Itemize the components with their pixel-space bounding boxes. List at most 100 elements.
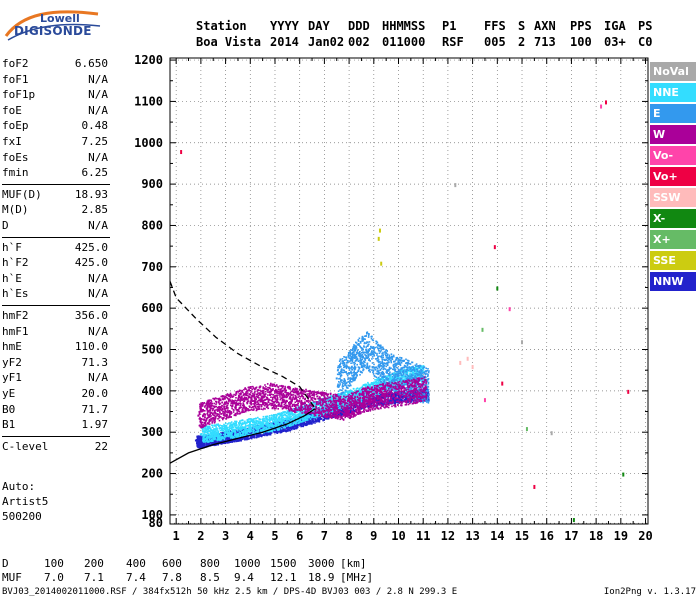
echo-trace [211,441,214,443]
echo-trace [251,435,253,438]
echo-trace [214,439,217,442]
echo-trace [245,428,248,430]
param-name: yE [2,387,16,400]
param-row: h`E N/A [2,271,108,286]
param-row: C-level 22 [2,439,108,454]
param-name: yF1 [2,371,22,385]
echo-trace [268,433,271,436]
echo-trace [253,421,255,424]
echo-trace [259,424,261,426]
param-row: foE N/A [2,103,108,118]
echo-trace [203,445,206,447]
echo-trace [267,425,269,428]
param-name: h`E [2,271,22,285]
echo-trace [244,426,246,429]
param-value: 425.0 [74,256,108,270]
param-row: MUF(D) 18.93 [2,187,108,202]
echo-trace [226,442,229,444]
echo-trace [240,437,243,440]
echo-trace [268,425,271,428]
echo-trace [255,434,258,436]
echo-trace [314,416,317,418]
echo-trace [265,423,267,425]
param-separator [2,236,110,238]
echo-trace [206,442,209,445]
echo-trace [235,422,237,424]
echo-trace [211,440,214,442]
header-row2-cell: 011000 [382,35,426,49]
param-row: B1 1.97 [2,417,108,432]
echo-trace [257,434,259,436]
echo-trace [226,429,229,431]
echo-trace [233,430,236,432]
lowell-digisonde-logo: Lowell DIGISONDE [2,6,102,46]
echo-trace [205,443,207,445]
param-name: hmF2 [2,309,29,322]
echo-trace [198,445,201,448]
echo-trace [234,435,236,438]
param-value: N/A [88,287,108,301]
header-row1-cell: YYYY [270,19,299,33]
echo-trace [240,428,242,431]
echo-trace [279,423,281,425]
echo-trace [248,420,251,423]
echo-trace [198,439,200,442]
header-row1-cell: DAY [308,19,330,33]
echo-trace [305,415,308,418]
echo-trace [250,427,253,430]
echo-trace [198,441,200,443]
echo-trace [282,419,284,422]
echo-trace [205,429,207,431]
echo-trace [233,423,236,426]
echo-trace [268,430,271,433]
header-row1-cell: P1 [442,19,457,33]
echo-trace [253,426,256,429]
echo-trace [269,415,271,417]
echo-trace [301,420,304,423]
y-tick-label: 900 [141,177,163,191]
echo-trace [230,441,233,443]
echo-trace [198,442,200,444]
echo-trace [240,432,243,434]
echo-trace [196,446,199,448]
echo-trace [241,422,244,424]
echo-trace [206,444,209,446]
echo-trace [255,420,258,423]
echo-trace [235,439,237,441]
echo-trace [248,437,251,440]
echo-trace [237,429,240,431]
echo-trace [222,442,224,445]
echo-trace [288,425,291,427]
param-separator [2,305,110,306]
echo-trace [227,434,230,437]
x-tick-label: 17 [564,529,578,543]
x-tick-label: 4 [247,529,254,543]
echo-trace [221,440,223,442]
echo-trace [202,445,204,447]
echo-trace [221,433,224,435]
param-row: M(D) 2.85 [2,202,108,217]
x-tick-label: 6 [296,529,303,543]
echo-trace [269,431,272,434]
echo-trace [278,416,280,419]
echo-trace [231,430,233,433]
echo-trace [216,428,218,431]
echo-trace [214,442,217,444]
echo-trace [232,435,235,438]
echo-trace [201,433,203,435]
echo-trace [238,438,240,441]
echo-trace [394,401,397,404]
echo-trace [217,441,219,443]
echo-trace [235,440,238,443]
echo-trace [308,416,310,419]
echo-trace [257,416,259,419]
echo-trace [241,431,243,433]
param-name: fmin [2,166,29,180]
echo-trace [232,428,234,431]
header-row1-cell: FFS [484,19,506,33]
echo-trace [258,427,261,430]
echo-trace [199,444,202,447]
echo-trace [208,436,210,438]
echo-trace [292,422,295,425]
echo-trace [266,415,269,418]
